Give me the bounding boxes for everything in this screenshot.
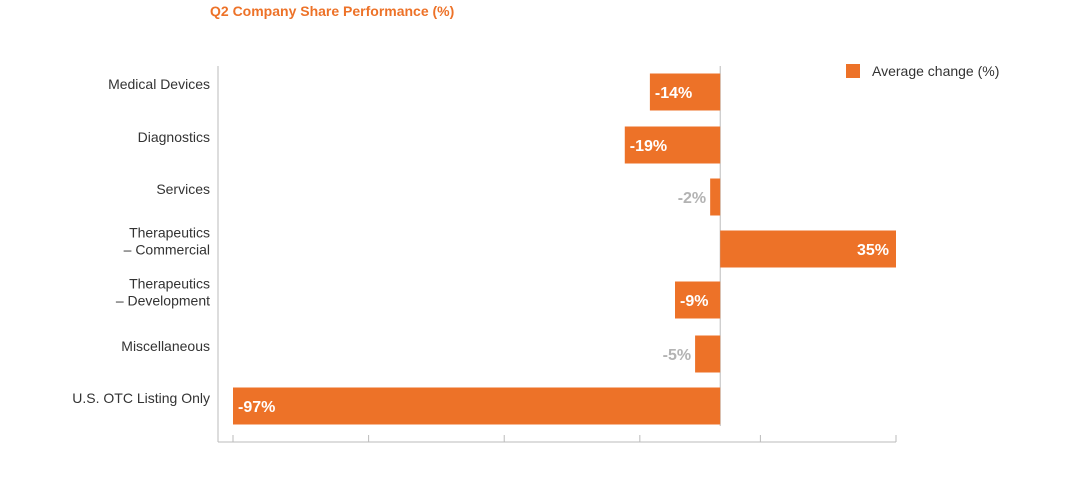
chart-title: Q2 Company Share Performance (%) [210,3,454,19]
data-label: -97% [238,399,275,416]
data-label: -19% [630,138,667,155]
x-axis [217,66,897,443]
bar [695,335,721,373]
bar [675,281,721,319]
category-labels: Medical Devices Diagnostics Services Therap… [72,76,210,406]
data-label: -14% [655,85,692,102]
category-label: Diagnostics [138,129,210,145]
category-label: Therapeutics – Development [116,276,210,309]
category-label-line: Medical Devices [108,76,210,92]
category-label-line: Services [156,181,210,197]
category-label-line: Therapeutics [129,276,210,292]
bar [710,178,721,216]
category-label-line: Therapeutics [129,225,210,241]
bar [720,230,896,268]
category-label-line: – Development [116,293,210,309]
data-label: -2% [678,190,706,207]
category-label: Medical Devices [108,76,210,92]
bar [649,73,721,111]
category-label: U.S. OTC Listing Only [72,390,210,406]
data-label: -9% [680,293,708,310]
legend-label: Average change (%) [872,63,999,79]
category-label: Services [156,181,210,197]
bar [233,387,721,425]
data-label: 35% [857,242,889,259]
bar [624,126,721,164]
legend: Average change (%) [846,63,999,79]
category-label: Miscellaneous [121,338,210,354]
category-label: Therapeutics – Commercial [124,225,210,258]
legend-swatch [846,64,860,78]
data-label: -5% [663,347,691,364]
bars-layer: -14% -19% -2% 35% -9% -5% -97% [233,66,896,426]
category-label-line: – Commercial [124,242,210,258]
category-label-line: U.S. OTC Listing Only [72,390,210,406]
category-label-line: Miscellaneous [121,338,210,354]
category-label-line: Diagnostics [138,129,210,145]
